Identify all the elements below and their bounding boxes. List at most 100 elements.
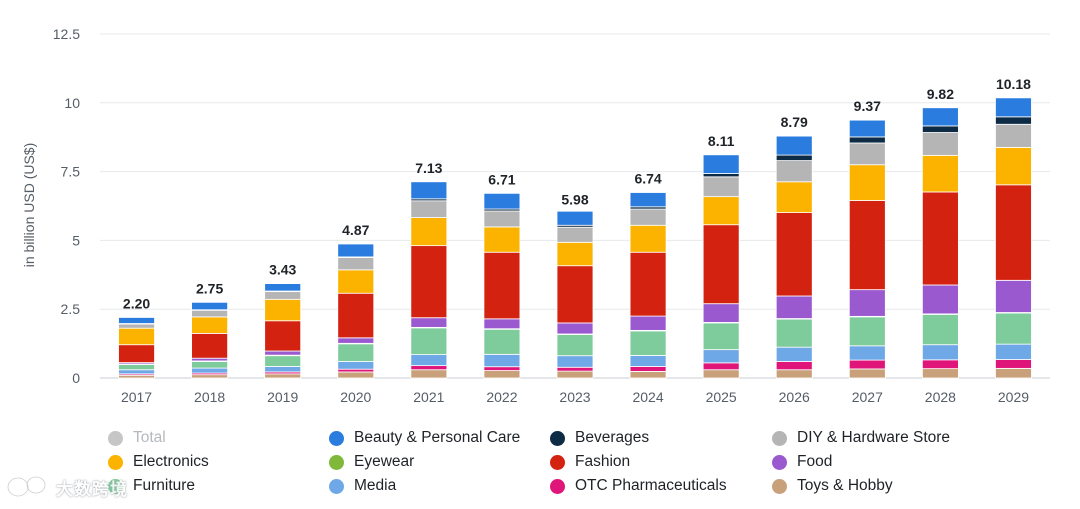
bar-segment-electronics[interactable]: [264, 298, 302, 322]
bar-segment-toys-hobby[interactable]: [191, 374, 229, 379]
bar-segment-media[interactable]: [702, 349, 740, 364]
bar-stack-2027[interactable]: [848, 119, 886, 379]
bar-segment-beauty-personal-care[interactable]: [337, 243, 375, 258]
bar-segment-food[interactable]: [775, 295, 813, 319]
bar-segment-furniture[interactable]: [337, 343, 375, 362]
bar-segment-media[interactable]: [775, 346, 813, 362]
bar-segment-diy-hardware-store[interactable]: [848, 142, 886, 166]
bar-segment-fashion[interactable]: [775, 212, 813, 297]
bar-segment-otc-pharmaceuticals[interactable]: [629, 366, 667, 372]
bar-stack-2022[interactable]: [483, 192, 521, 379]
bar-segment-media[interactable]: [264, 366, 302, 373]
bar-segment-media[interactable]: [629, 355, 667, 367]
bar-segment-food[interactable]: [410, 317, 448, 328]
bar-segment-diy-hardware-store[interactable]: [775, 160, 813, 183]
bar-segment-beauty-personal-care[interactable]: [483, 192, 521, 210]
bar-segment-electronics[interactable]: [191, 316, 229, 334]
bar-segment-electronics[interactable]: [629, 224, 667, 253]
legend-item-beauty-personal-care[interactable]: Beauty & Personal Care: [329, 427, 520, 449]
bar-segment-electronics[interactable]: [775, 181, 813, 214]
bar-segment-beverages[interactable]: [848, 136, 886, 144]
bar-segment-electronics[interactable]: [995, 146, 1032, 186]
bar-segment-media[interactable]: [337, 361, 375, 370]
bar-segment-fashion[interactable]: [629, 251, 667, 317]
bar-segment-otc-pharmaceuticals[interactable]: [556, 366, 594, 372]
bar-segment-diy-hardware-store[interactable]: [337, 257, 375, 271]
legend-item-electronics[interactable]: Electronics: [108, 451, 209, 473]
bar-segment-toys-hobby[interactable]: [848, 368, 886, 379]
bar-stack-2017[interactable]: [118, 317, 155, 379]
bar-segment-electronics[interactable]: [848, 164, 886, 201]
legend-item-furniture[interactable]: Furniture: [108, 475, 195, 497]
bar-segment-toys-hobby[interactable]: [995, 367, 1032, 379]
bar-segment-media[interactable]: [921, 344, 959, 361]
bar-segment-food[interactable]: [995, 279, 1032, 313]
bar-segment-media[interactable]: [556, 355, 594, 368]
bar-segment-electronics[interactable]: [921, 154, 959, 193]
bar-segment-beauty-personal-care[interactable]: [556, 210, 594, 226]
bar-segment-toys-hobby[interactable]: [483, 370, 521, 379]
bar-segment-diy-hardware-store[interactable]: [483, 210, 521, 228]
bar-stack-2019[interactable]: [264, 283, 302, 379]
legend-item-beverages[interactable]: Beverages: [550, 427, 649, 449]
bar-stack-2028[interactable]: [921, 107, 959, 379]
bar-segment-beverages[interactable]: [995, 116, 1032, 125]
bar-segment-fashion[interactable]: [191, 333, 229, 359]
legend-item-otc-pharmaceuticals[interactable]: OTC Pharmaceuticals: [550, 475, 727, 497]
bar-segment-beauty-personal-care[interactable]: [848, 119, 886, 138]
bar-segment-toys-hobby[interactable]: [337, 371, 375, 379]
bar-segment-food[interactable]: [848, 289, 886, 317]
bar-segment-food[interactable]: [629, 315, 667, 331]
bar-segment-toys-hobby[interactable]: [921, 368, 959, 379]
bar-segment-toys-hobby[interactable]: [556, 370, 594, 379]
bar-segment-furniture[interactable]: [118, 363, 155, 371]
bar-segment-fashion[interactable]: [848, 200, 886, 291]
bar-stack-2024[interactable]: [629, 192, 667, 379]
legend-item-total[interactable]: Total: [108, 427, 166, 449]
bar-segment-fashion[interactable]: [337, 292, 375, 339]
bar-segment-furniture[interactable]: [264, 355, 302, 367]
bar-stack-2023[interactable]: [556, 210, 594, 379]
bar-segment-toys-hobby[interactable]: [629, 370, 667, 379]
bar-segment-food[interactable]: [702, 303, 740, 323]
bar-segment-fashion[interactable]: [556, 265, 594, 324]
bar-segment-toys-hobby[interactable]: [410, 369, 448, 379]
bar-segment-beverages[interactable]: [775, 154, 813, 161]
bar-segment-beauty-personal-care[interactable]: [921, 107, 959, 127]
bar-segment-diy-hardware-store[interactable]: [702, 176, 740, 198]
bar-segment-fashion[interactable]: [921, 191, 959, 286]
bar-segment-furniture[interactable]: [921, 313, 959, 346]
bar-segment-furniture[interactable]: [410, 327, 448, 356]
legend-item-media[interactable]: Media: [329, 475, 396, 497]
bar-segment-furniture[interactable]: [191, 360, 229, 369]
bar-segment-diy-hardware-store[interactable]: [410, 200, 448, 218]
bar-segment-food[interactable]: [921, 284, 959, 315]
bar-stack-2026[interactable]: [775, 135, 813, 379]
bar-segment-furniture[interactable]: [775, 318, 813, 348]
bar-stack-2020[interactable]: [337, 243, 375, 379]
bar-segment-media[interactable]: [118, 369, 155, 375]
bar-segment-electronics[interactable]: [702, 196, 740, 226]
bar-segment-otc-pharmaceuticals[interactable]: [702, 362, 740, 371]
bar-segment-otc-pharmaceuticals[interactable]: [848, 359, 886, 370]
bar-segment-electronics[interactable]: [556, 241, 594, 267]
bar-segment-food[interactable]: [264, 350, 302, 356]
bar-segment-toys-hobby[interactable]: [775, 369, 813, 379]
bar-segment-beverages[interactable]: [921, 125, 959, 133]
bar-stack-2021[interactable]: [410, 181, 448, 379]
bar-segment-electronics[interactable]: [483, 226, 521, 253]
bar-segment-beverages[interactable]: [702, 173, 740, 178]
bar-segment-fashion[interactable]: [995, 184, 1032, 281]
legend-item-eyewear[interactable]: Eyewear: [329, 451, 414, 473]
bar-segment-otc-pharmaceuticals[interactable]: [775, 361, 813, 371]
bar-segment-diy-hardware-store[interactable]: [556, 226, 594, 243]
bar-segment-beauty-personal-care[interactable]: [191, 301, 229, 311]
bar-segment-furniture[interactable]: [556, 333, 594, 357]
bar-segment-media[interactable]: [191, 367, 229, 374]
bar-segment-fashion[interactable]: [410, 245, 448, 319]
bar-segment-diy-hardware-store[interactable]: [921, 132, 959, 156]
bar-segment-electronics[interactable]: [410, 217, 448, 247]
bar-segment-otc-pharmaceuticals[interactable]: [483, 366, 521, 371]
bar-segment-beauty-personal-care[interactable]: [702, 154, 740, 174]
bar-segment-toys-hobby[interactable]: [118, 374, 155, 379]
